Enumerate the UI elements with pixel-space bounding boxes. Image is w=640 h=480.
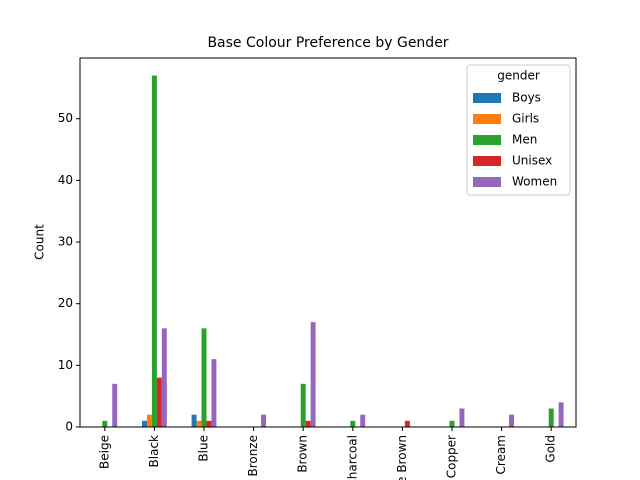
x-tick-label: Coffee Brown [395, 435, 409, 480]
legend-label: Unisex [512, 154, 552, 168]
bar [459, 408, 465, 427]
x-tick-label: Gold [544, 435, 558, 463]
bar [261, 414, 266, 427]
y-tick-label: 0 [65, 420, 73, 434]
bar [151, 75, 157, 428]
x-tick-label: Brown [296, 435, 310, 473]
bar [161, 328, 167, 427]
bar [112, 383, 118, 427]
y-tick-label: 10 [58, 358, 73, 372]
legend-swatch [473, 93, 501, 103]
bar [360, 414, 366, 427]
bar [305, 420, 311, 427]
bar [196, 420, 202, 427]
bar [156, 377, 162, 427]
x-tick-label: Copper [445, 435, 459, 478]
plot-frame [79, 57, 577, 428]
legend-label: Girls [512, 112, 539, 126]
legend-swatch [473, 177, 501, 187]
legend-swatch [473, 156, 501, 166]
x-tick-label: Bronze [246, 435, 260, 477]
legend-swatch [473, 114, 501, 124]
bar [350, 420, 356, 427]
chart-title: Base Colour Preference by Gender [207, 35, 448, 51]
legend-title: gender [497, 69, 540, 83]
bar [548, 408, 554, 427]
y-tick-label: 20 [58, 296, 73, 310]
legend-label: Men [512, 133, 537, 147]
bar [310, 322, 316, 427]
legend-swatch [473, 135, 501, 145]
bar [558, 402, 564, 427]
bar [201, 328, 207, 427]
x-tick-label: Charcoal [345, 435, 359, 480]
bar [300, 383, 306, 427]
x-tick-label: Cream [494, 435, 508, 474]
legend-label: Boys [512, 91, 541, 105]
bar [449, 420, 455, 427]
x-tick-label: Blue [197, 435, 211, 462]
bar [509, 414, 514, 427]
bar [142, 420, 147, 427]
bar [102, 420, 108, 427]
y-axis-label: Count [33, 224, 47, 260]
y-tick-label: 30 [58, 235, 73, 249]
x-tick-label: Beige [97, 435, 111, 469]
bar [146, 414, 152, 427]
y-tick-label: 50 [58, 111, 73, 125]
y-tick-label: 40 [58, 173, 73, 187]
legend-label: Women [512, 175, 557, 189]
bar [211, 359, 217, 427]
bar [191, 414, 197, 427]
bar [206, 420, 212, 427]
bar [404, 420, 410, 427]
x-tick-label: Black [147, 435, 161, 468]
